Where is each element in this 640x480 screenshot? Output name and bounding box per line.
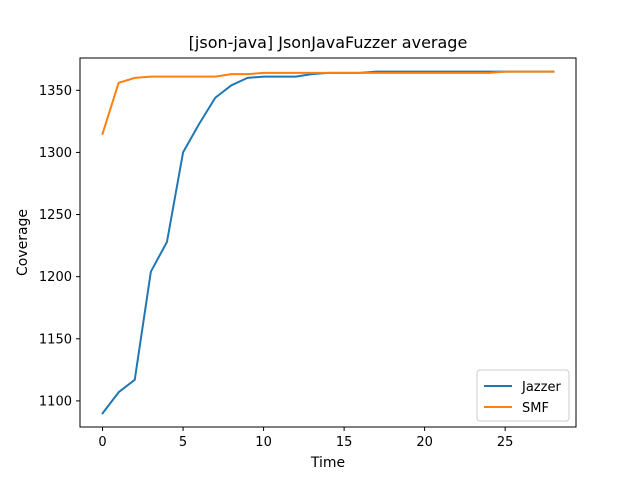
- y-axis-title: Coverage: [15, 209, 31, 276]
- series-line-smf: [101, 70, 555, 136]
- x-tick-label: 0: [98, 435, 106, 450]
- x-tick-label: 25: [497, 435, 514, 450]
- legend-label-smf: SMF: [522, 401, 549, 416]
- x-tick-label: 5: [179, 435, 187, 450]
- y-tick-label: 1150: [39, 332, 72, 347]
- x-tick-label: 20: [416, 435, 433, 450]
- legend-label-jazzer: Jazzer: [521, 380, 561, 395]
- x-axis-ticks: 0 5 10 15 20 25: [98, 427, 513, 450]
- y-tick-label: 1300: [39, 146, 72, 161]
- y-axis-ticks: 1100 1150 1200 1250 1300 1350: [39, 84, 80, 409]
- y-tick-label: 1200: [39, 270, 72, 285]
- series-line-jazzer: [101, 70, 555, 415]
- y-tick-label: 1100: [39, 394, 72, 409]
- y-tick-label: 1250: [39, 208, 72, 223]
- plot-lines: [101, 70, 555, 415]
- chart-title: [json-java] JsonJavaFuzzer average: [189, 33, 468, 52]
- x-axis-title: Time: [310, 455, 345, 471]
- legend-box: [476, 369, 570, 422]
- y-tick-label: 1350: [39, 84, 72, 99]
- x-tick-label: 10: [255, 435, 272, 450]
- legend: Jazzer SMF: [476, 369, 570, 422]
- x-tick-label: 15: [336, 435, 353, 450]
- plot-frame: [79, 57, 577, 428]
